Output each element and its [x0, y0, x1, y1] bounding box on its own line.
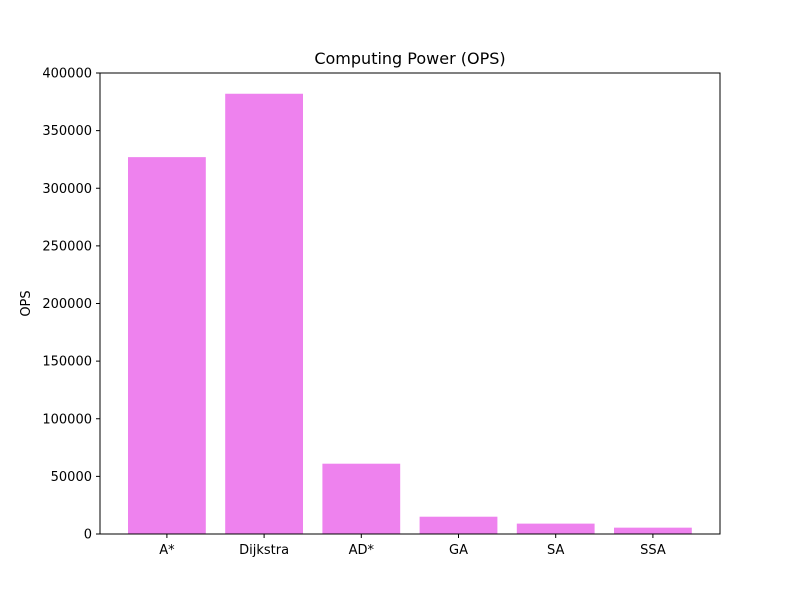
x-tick-label: SA	[547, 543, 564, 558]
y-tick-label: 150000	[42, 355, 92, 370]
bars-layer	[128, 93, 692, 534]
y-tick-label: 200000	[42, 297, 92, 312]
y-axis-label: OPS	[19, 290, 34, 316]
y-tick-label: 400000	[42, 67, 92, 82]
y-tick-label: 350000	[42, 124, 92, 139]
x-tick-label: AD*	[349, 543, 375, 558]
bar-5	[614, 527, 692, 534]
y-axis-ticks: 0 50000 100000 150000 200000 250000 300000 3500…	[42, 67, 100, 543]
bar-4	[516, 523, 595, 534]
chart-title: Computing Power (OPS)	[314, 49, 505, 68]
bar-0	[128, 157, 206, 534]
x-axis-ticks: A* Dijkstra AD* GA SA SSA	[159, 534, 666, 558]
y-tick-label: 250000	[42, 239, 92, 254]
x-tick-label: A*	[159, 543, 175, 558]
y-tick-label: 50000	[51, 470, 92, 485]
bar-1	[225, 93, 303, 534]
y-tick-label: 0	[84, 528, 92, 543]
y-tick-label: 100000	[42, 412, 92, 427]
x-tick-label: Dijkstra	[239, 543, 289, 558]
bar-2	[322, 463, 401, 534]
bar-3	[419, 516, 498, 534]
plot-area-frame	[99, 72, 721, 535]
x-tick-label: SSA	[640, 543, 666, 558]
x-tick-label: GA	[449, 543, 468, 558]
y-tick-label: 300000	[42, 182, 92, 197]
